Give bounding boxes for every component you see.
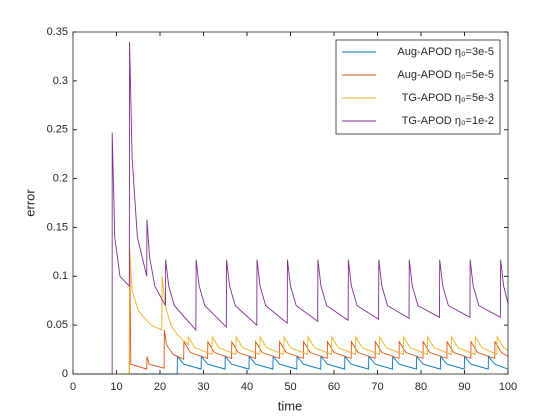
y-axis-label: error	[22, 189, 37, 217]
legend-label: TG-APOD η₀=5e-3	[402, 92, 494, 104]
line-series	[73, 355, 509, 375]
legend-label: Aug-APOD η₀=5e-5	[397, 69, 494, 81]
y-tick-label: 0.25	[47, 124, 68, 136]
y-tick-label: 0	[62, 368, 68, 380]
x-tick-label: 50	[284, 381, 296, 393]
y-tick-label: 0.35	[47, 26, 68, 38]
line-series	[73, 248, 509, 375]
legend-box	[335, 39, 501, 135]
x-tick-label: 90	[458, 381, 470, 393]
x-axis-label: time	[278, 398, 303, 413]
y-tick-label: 0.3	[53, 75, 68, 87]
y-tick-label: 0.05	[47, 319, 68, 331]
x-tick-label: 20	[154, 381, 166, 393]
y-tick-label: 0.1	[53, 270, 68, 282]
y-tick-label: 0.2	[53, 172, 68, 184]
x-tick-label: 40	[241, 381, 253, 393]
x-tick-label: 10	[110, 381, 122, 393]
x-tick-label: 60	[328, 381, 340, 393]
line-series	[73, 41, 509, 375]
x-tick-label: 100	[499, 381, 517, 393]
x-tick-label: 30	[197, 381, 209, 393]
plot-frame	[72, 31, 509, 375]
y-tick-label: 0.15	[47, 221, 68, 233]
x-tick-label: 0	[70, 381, 76, 393]
legend-label: TG-APOD η₀=1e-2	[402, 115, 494, 127]
x-tick-label: 80	[415, 381, 427, 393]
x-tick-label: 70	[371, 381, 383, 393]
legend-label: Aug-APOD η₀=3e-5	[397, 46, 494, 58]
